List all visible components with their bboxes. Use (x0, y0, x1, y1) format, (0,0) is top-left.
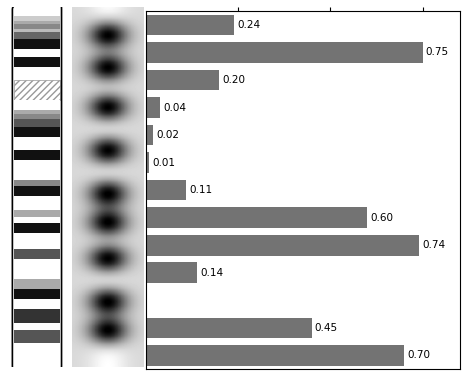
Bar (14, 119, 60, 127)
Bar (14, 217, 60, 223)
Bar (146, 152, 149, 173)
Bar (14, 249, 60, 259)
Bar (14, 180, 60, 186)
Text: 0.60: 0.60 (370, 213, 393, 223)
Bar (14, 343, 60, 357)
Text: 0.01: 0.01 (152, 158, 175, 168)
Bar (146, 125, 153, 145)
Bar (14, 160, 60, 180)
Text: 0.02: 0.02 (156, 130, 179, 140)
Bar (14, 21, 60, 24)
Text: 0.11: 0.11 (189, 185, 212, 195)
Bar (146, 42, 423, 63)
Bar (14, 32, 60, 39)
Bar (146, 235, 419, 256)
Bar (14, 29, 60, 32)
Bar (14, 24, 60, 29)
Bar (14, 7, 60, 16)
Bar (14, 67, 60, 81)
Bar (14, 330, 60, 343)
Bar (14, 137, 60, 150)
Text: 0.75: 0.75 (426, 47, 449, 58)
Bar (14, 114, 60, 119)
Text: 0.04: 0.04 (163, 102, 186, 112)
Bar (14, 223, 60, 233)
Bar (14, 309, 60, 323)
Bar (146, 70, 219, 90)
Bar (14, 210, 60, 217)
Text: 0.20: 0.20 (222, 75, 245, 85)
Text: 0.70: 0.70 (407, 350, 430, 360)
Bar (146, 14, 234, 35)
Bar (14, 279, 60, 289)
Bar (14, 16, 60, 21)
Bar (14, 100, 60, 110)
Bar (14, 127, 60, 137)
Bar (146, 318, 312, 338)
Bar (14, 49, 60, 57)
Bar (14, 150, 60, 160)
Bar (14, 289, 60, 299)
Bar (14, 81, 60, 100)
Bar (14, 186, 60, 196)
Bar (14, 357, 60, 364)
Bar (14, 259, 60, 279)
Bar (146, 262, 197, 283)
Bar (146, 180, 186, 200)
Bar (14, 81, 60, 100)
Text: 0.74: 0.74 (422, 240, 445, 250)
Bar (14, 196, 60, 210)
Text: 0.45: 0.45 (315, 323, 338, 333)
Bar (14, 57, 60, 67)
Bar (14, 323, 60, 330)
Bar (14, 299, 60, 309)
Bar (146, 97, 160, 118)
Bar (14, 110, 60, 114)
Bar (146, 345, 404, 366)
Text: 0.14: 0.14 (200, 268, 223, 278)
Bar (14, 39, 60, 49)
Bar (14, 233, 60, 249)
Bar (146, 207, 367, 228)
Text: 0.24: 0.24 (237, 20, 260, 30)
